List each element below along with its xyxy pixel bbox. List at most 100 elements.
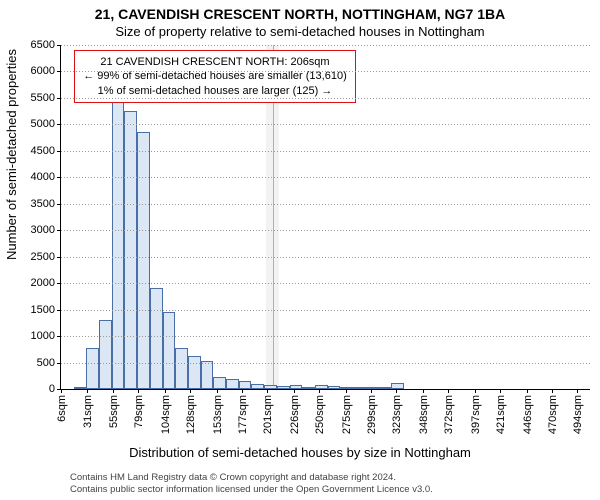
ytick-label: 4000 [31, 171, 61, 183]
bar [201, 361, 214, 389]
bar [366, 387, 379, 389]
grid-line [61, 283, 590, 284]
xtick-label: 79sqm [131, 395, 145, 428]
ytick-label: 5000 [31, 118, 61, 130]
xtick-label: 348sqm [416, 395, 430, 434]
xtick-mark [294, 389, 295, 393]
grid-line [61, 257, 590, 258]
ytick-label: 4500 [31, 145, 61, 157]
ytick-label: 0 [49, 383, 61, 395]
xtick-label: 494sqm [570, 395, 584, 434]
grid-line [61, 204, 590, 205]
xtick-mark [61, 389, 62, 393]
grid-line [61, 177, 590, 178]
xtick-mark [113, 389, 114, 393]
xtick-mark [87, 389, 88, 393]
ytick-label: 500 [37, 357, 61, 369]
xtick-mark [242, 389, 243, 393]
bar [251, 384, 264, 389]
bar [99, 320, 112, 389]
xtick-mark [423, 389, 424, 393]
bar [163, 312, 176, 389]
xtick-label: 6sqm [54, 395, 68, 422]
xtick-mark [500, 389, 501, 393]
xtick-label: 250sqm [312, 395, 326, 434]
bar [391, 383, 404, 389]
xtick-mark [165, 389, 166, 393]
xtick-label: 55sqm [106, 395, 120, 428]
xtick-mark [190, 389, 191, 393]
ytick-label: 6000 [31, 65, 61, 77]
x-axis-label: Distribution of semi-detached houses by … [0, 445, 600, 460]
ytick-label: 3000 [31, 224, 61, 236]
ytick-label: 2500 [31, 251, 61, 263]
grid-line [61, 45, 590, 46]
bar [353, 387, 366, 389]
bar [137, 132, 150, 389]
xtick-mark [371, 389, 372, 393]
xtick-mark [267, 389, 268, 393]
xtick-label: 446sqm [520, 395, 534, 434]
bar [378, 387, 391, 389]
xtick-mark [527, 389, 528, 393]
xtick-label: 104sqm [158, 395, 172, 434]
xtick-label: 323sqm [389, 395, 403, 434]
grid-line [61, 336, 590, 337]
xtick-label: 177sqm [235, 395, 249, 434]
xtick-label: 128sqm [183, 395, 197, 434]
grid-line [61, 71, 590, 72]
credits-line: Contains public sector information licen… [70, 484, 592, 496]
bar [175, 348, 188, 389]
xtick-label: 201sqm [260, 395, 274, 434]
ytick-label: 5500 [31, 92, 61, 104]
bar [290, 385, 303, 389]
y-axis-label: Number of semi-detached properties [4, 49, 19, 260]
ytick-label: 2000 [31, 277, 61, 289]
grid-line [61, 230, 590, 231]
bar [112, 100, 125, 389]
bar [315, 385, 328, 389]
xtick-label: 299sqm [364, 395, 378, 434]
bar [226, 379, 239, 389]
bar [86, 348, 99, 389]
xtick-mark [475, 389, 476, 393]
xtick-label: 397sqm [468, 395, 482, 434]
xtick-mark [319, 389, 320, 393]
xtick-label: 31sqm [80, 395, 94, 428]
ytick-label: 3500 [31, 198, 61, 210]
bar [277, 386, 290, 389]
xtick-mark [552, 389, 553, 393]
xtick-label: 226sqm [287, 395, 301, 434]
ytick-label: 1500 [31, 304, 61, 316]
bar [188, 356, 201, 389]
bar [150, 288, 163, 389]
bar [74, 387, 87, 389]
annotation-line: 1% of semi-detached houses are larger (1… [83, 84, 347, 98]
xtick-label: 372sqm [441, 395, 455, 434]
grid-line [61, 124, 590, 125]
grid-line [61, 310, 590, 311]
bar [239, 381, 252, 389]
grid-line [61, 151, 590, 152]
bar [302, 387, 315, 389]
bar [328, 386, 341, 389]
xtick-label: 275sqm [339, 395, 353, 434]
credits-line: Contains HM Land Registry data © Crown c… [70, 472, 592, 484]
ytick-label: 6500 [31, 39, 61, 51]
annotation-line: 21 CAVENDISH CRESCENT NORTH: 206sqm [83, 55, 347, 69]
chart-subtitle: Size of property relative to semi-detach… [0, 24, 600, 39]
xtick-mark [577, 389, 578, 393]
xtick-label: 470sqm [545, 395, 559, 434]
bar [340, 387, 353, 389]
annotation-box: 21 CAVENDISH CRESCENT NORTH: 206sqm ← 99… [74, 50, 356, 103]
plot-area: 21 CAVENDISH CRESCENT NORTH: 206sqm ← 99… [60, 45, 590, 390]
xtick-label: 153sqm [210, 395, 224, 434]
grid-line [61, 98, 590, 99]
bar [264, 385, 277, 389]
chart-title: 21, CAVENDISH CRESCENT NORTH, NOTTINGHAM… [0, 6, 600, 22]
bar [124, 111, 137, 389]
xtick-mark [138, 389, 139, 393]
credits: Contains HM Land Registry data © Crown c… [70, 472, 592, 496]
bar [213, 377, 226, 389]
grid-line [61, 363, 590, 364]
